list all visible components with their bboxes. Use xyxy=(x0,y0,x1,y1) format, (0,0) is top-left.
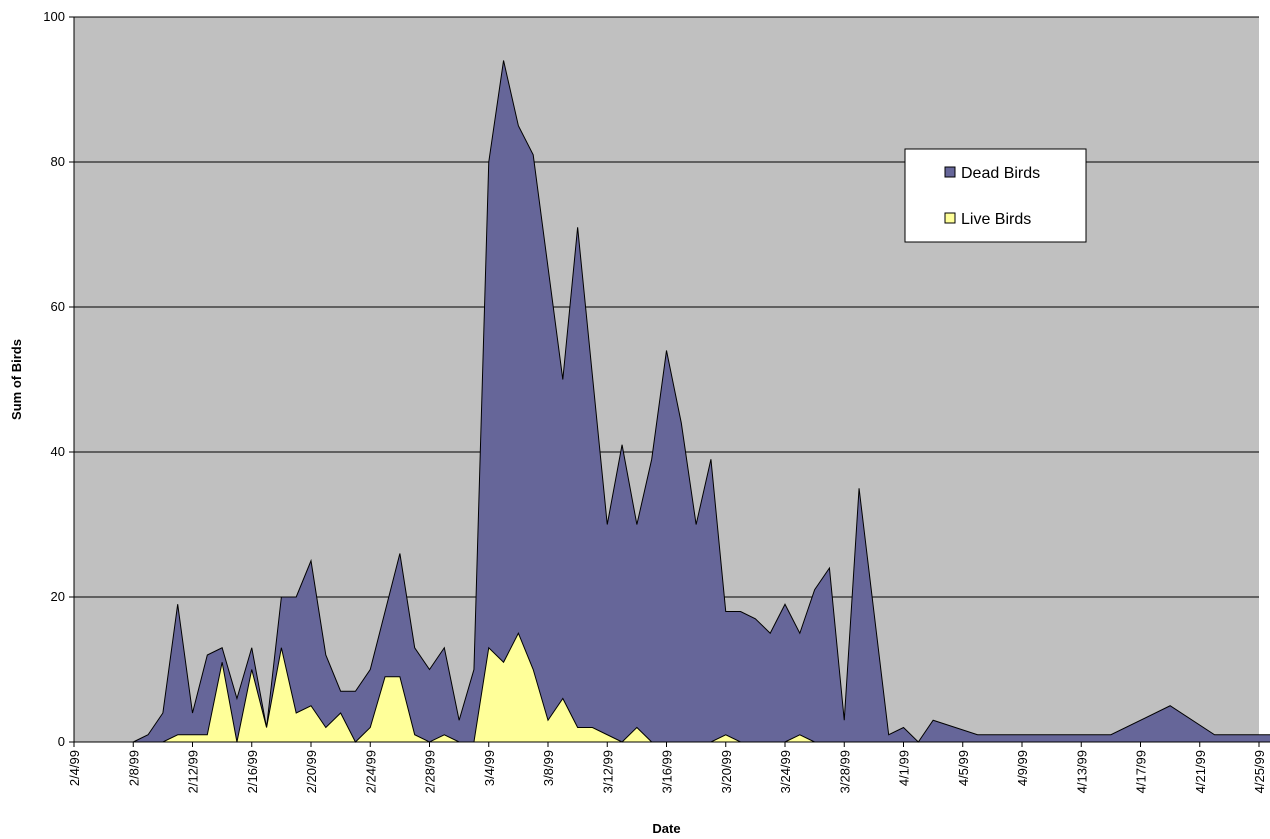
x-tick-label: 4/25/99 xyxy=(1252,750,1267,793)
x-tick-label: 2/12/99 xyxy=(186,750,201,793)
x-tick-label: 2/24/99 xyxy=(363,750,378,793)
x-tick-label: 4/5/99 xyxy=(956,750,971,786)
x-tick-label: 3/28/99 xyxy=(837,750,852,793)
y-tick-label: 80 xyxy=(51,154,65,169)
y-axis-title: Sum of Birds xyxy=(9,339,24,420)
legend: Dead Birds Live Birds xyxy=(904,148,1087,243)
x-tick-label: 4/17/99 xyxy=(1134,750,1149,793)
y-tick-label: 100 xyxy=(43,9,65,24)
legend-swatch-dead-birds xyxy=(944,166,956,178)
x-tick-label: 3/16/99 xyxy=(660,750,675,793)
y-tick-label: 0 xyxy=(58,734,65,749)
x-tick-label: 2/20/99 xyxy=(304,750,319,793)
legend-swatch-live-birds xyxy=(944,212,956,224)
x-tick-label: 4/13/99 xyxy=(1074,750,1089,793)
x-tick-label: 3/24/99 xyxy=(778,750,793,793)
x-tick-label: 4/9/99 xyxy=(1015,750,1030,786)
x-tick-label: 2/28/99 xyxy=(423,750,438,793)
y-tick-label: 40 xyxy=(51,444,65,459)
y-tick-label: 60 xyxy=(51,299,65,314)
x-tick-label: 3/4/99 xyxy=(482,750,497,786)
x-tick-label: 2/16/99 xyxy=(245,750,260,793)
x-tick-label: 2/4/99 xyxy=(67,750,82,786)
x-axis-ticks: 2/4/99 2/8/99 2/12/99 2/16/99 2/20/99 2/24/99… xyxy=(67,742,1267,793)
y-tick-label: 20 xyxy=(51,589,65,604)
x-tick-label: 3/20/99 xyxy=(719,750,734,793)
x-tick-label: 4/21/99 xyxy=(1193,750,1208,793)
x-tick-label: 4/1/99 xyxy=(897,750,912,786)
series-area-dead-birds xyxy=(133,60,1270,743)
x-axis-title: Date xyxy=(652,821,680,836)
legend-label-live-birds: Live Birds xyxy=(961,211,1031,228)
legend-label-dead-birds: Dead Birds xyxy=(961,165,1040,182)
legend-box xyxy=(904,148,1087,243)
x-tick-label: 3/8/99 xyxy=(541,750,556,786)
x-tick-label: 2/8/99 xyxy=(126,750,141,786)
y-axis-ticks: 0 20 40 60 80 100 xyxy=(43,9,74,749)
x-tick-label: 3/12/99 xyxy=(600,750,615,793)
